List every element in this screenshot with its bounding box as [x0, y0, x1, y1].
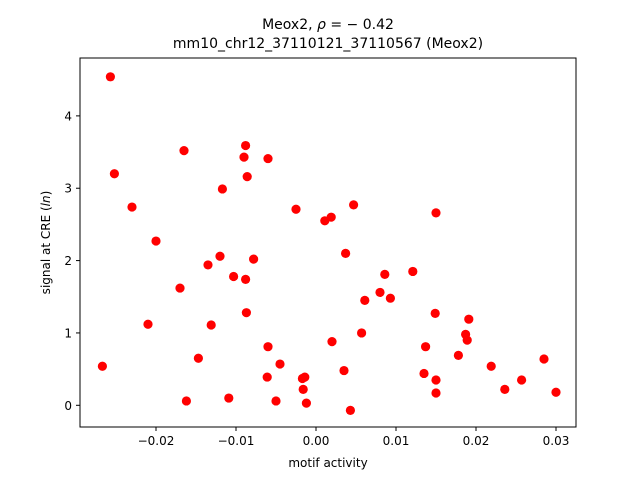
data-point — [298, 384, 308, 394]
data-point — [175, 283, 185, 293]
data-point — [500, 384, 510, 394]
x-tick-label: −0.01 — [218, 434, 255, 448]
data-point — [275, 359, 285, 369]
data-point — [229, 271, 239, 282]
data-point — [339, 365, 349, 376]
data-point — [431, 375, 441, 385]
data-point — [206, 320, 216, 330]
data-point — [241, 140, 251, 151]
data-point — [301, 398, 311, 408]
data-point — [181, 396, 191, 406]
data-point — [486, 361, 496, 371]
data-point — [430, 308, 440, 319]
y-axis-ticks: 0 1 2 3 4 — [64, 109, 80, 413]
data-point — [203, 260, 213, 270]
y-tick-label: 0 — [64, 399, 72, 413]
data-point — [262, 372, 272, 382]
data-point — [143, 319, 153, 329]
data-point — [327, 337, 337, 347]
data-point — [360, 295, 370, 305]
data-point — [239, 152, 249, 162]
y-axis-label-italic: ln — [39, 195, 53, 206]
data-point — [291, 204, 301, 214]
x-tick-label: 0.02 — [463, 434, 490, 448]
data-point — [517, 375, 527, 385]
data-point — [300, 372, 310, 382]
x-axis-label: motif activity — [288, 456, 367, 470]
x-axis-ticks: −0.02 −0.01 0.00 0.01 0.02 0.03 — [138, 427, 570, 448]
x-tick-label: 0.03 — [543, 434, 570, 448]
chart-title-line2: mm10_chr12_37110121_37110567 (Meox2) — [173, 36, 483, 52]
data-points — [97, 72, 561, 415]
y-tick-label: 4 — [64, 109, 72, 123]
y-axis-label-suffix: ) — [39, 191, 53, 196]
data-point — [385, 293, 395, 303]
data-point — [193, 353, 203, 363]
data-point — [419, 368, 429, 379]
data-point — [551, 387, 561, 397]
data-point — [97, 361, 107, 371]
data-point — [179, 146, 189, 156]
data-point — [105, 72, 115, 82]
data-point — [357, 328, 367, 338]
data-point — [349, 200, 359, 210]
data-point — [453, 350, 463, 360]
data-point — [215, 251, 225, 261]
data-point — [249, 254, 259, 264]
data-point — [539, 354, 549, 364]
data-point — [151, 236, 161, 246]
data-point — [109, 169, 119, 179]
data-point — [263, 153, 273, 164]
data-point — [380, 269, 390, 279]
chart-title-rho-symbol: ρ — [317, 17, 326, 33]
chart-title-rho-value: = − 0.42 — [326, 17, 394, 33]
data-point — [242, 172, 252, 182]
x-tick-label: −0.02 — [138, 434, 175, 448]
data-point — [464, 314, 474, 324]
data-point — [431, 208, 441, 218]
data-point — [241, 308, 251, 318]
data-point — [341, 248, 351, 258]
y-tick-label: 1 — [64, 326, 72, 340]
y-axis-label-prefix: signal at CRE ( — [39, 206, 53, 294]
y-tick-label: 3 — [64, 182, 72, 196]
data-point — [263, 342, 273, 352]
y-axis-label: signal at CRE (ln) — [39, 191, 53, 295]
chart-title-gene: Meox2, — [262, 17, 317, 33]
data-point — [127, 202, 137, 212]
chart-title-line1: Meox2, ρ = − 0.42 — [262, 17, 394, 33]
x-tick-label: 0.00 — [303, 434, 330, 448]
data-point — [462, 335, 472, 345]
data-point — [345, 405, 355, 415]
x-tick-label: 0.01 — [383, 434, 410, 448]
plot-frame — [79, 57, 577, 428]
data-point — [271, 396, 281, 406]
y-tick-label: 2 — [64, 254, 72, 268]
data-point — [224, 393, 234, 403]
data-point — [241, 274, 251, 284]
data-point — [431, 388, 441, 398]
data-point — [375, 287, 385, 298]
data-point — [326, 212, 336, 222]
data-point — [421, 342, 431, 352]
data-point — [217, 184, 227, 194]
data-point — [408, 266, 418, 277]
